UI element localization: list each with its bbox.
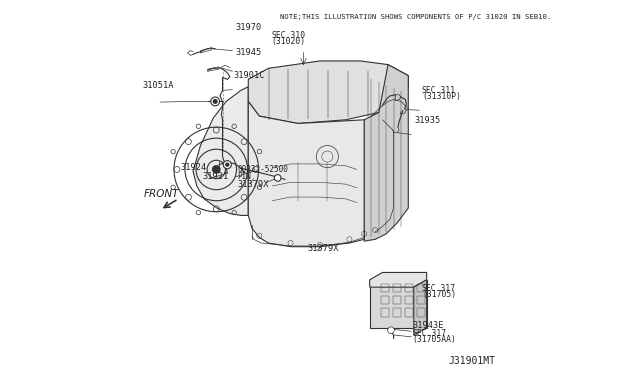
Circle shape	[275, 174, 281, 181]
Bar	[393, 296, 401, 304]
Text: 31901C: 31901C	[234, 71, 265, 80]
Text: 31924: 31924	[181, 163, 207, 172]
Text: FRONT: FRONT	[144, 189, 180, 199]
Polygon shape	[364, 65, 408, 241]
Text: 31051A: 31051A	[143, 81, 174, 90]
Text: SEC.311: SEC.311	[422, 86, 456, 95]
Text: (31310P): (31310P)	[422, 93, 461, 102]
Text: SEC.317: SEC.317	[413, 328, 447, 338]
Circle shape	[211, 97, 220, 106]
Bar	[393, 284, 401, 292]
Bar	[417, 284, 425, 292]
Polygon shape	[370, 272, 427, 287]
Text: 31921: 31921	[202, 172, 228, 181]
Bar	[393, 308, 401, 317]
Circle shape	[213, 100, 217, 103]
Text: SEC.317: SEC.317	[422, 284, 456, 293]
Text: SEC.310: SEC.310	[271, 31, 305, 40]
Polygon shape	[414, 280, 427, 335]
Text: 31970: 31970	[236, 23, 262, 32]
Bar	[405, 308, 413, 317]
Bar	[417, 308, 425, 317]
Text: 00832-52500: 00832-52500	[237, 165, 288, 174]
Bar	[381, 308, 388, 317]
Bar	[381, 296, 388, 304]
Circle shape	[388, 327, 394, 334]
Polygon shape	[370, 280, 427, 328]
Circle shape	[223, 161, 231, 169]
Text: NOTE;THIS ILLUSTRATION SHOWS COMPONENTS OF P/C 31020 IN SEB10.: NOTE;THIS ILLUSTRATION SHOWS COMPONENTS …	[280, 14, 551, 20]
Polygon shape	[248, 61, 408, 124]
Circle shape	[212, 166, 220, 173]
Text: 31935: 31935	[415, 116, 441, 125]
Polygon shape	[193, 87, 248, 215]
Circle shape	[226, 163, 228, 166]
Text: (31705): (31705)	[422, 291, 456, 299]
Text: 31945: 31945	[236, 48, 262, 57]
Bar	[405, 296, 413, 304]
Text: 31379X: 31379X	[237, 180, 269, 189]
Text: (31705AA): (31705AA)	[413, 335, 456, 344]
Text: (31020): (31020)	[271, 37, 305, 46]
Polygon shape	[248, 102, 364, 247]
Text: PIN: PIN	[237, 171, 251, 180]
Bar	[417, 296, 425, 304]
Text: 31943E: 31943E	[413, 321, 444, 330]
Bar	[381, 284, 388, 292]
Bar	[405, 284, 413, 292]
Text: J31901MT: J31901MT	[449, 356, 496, 366]
Text: 31379X: 31379X	[307, 244, 339, 253]
